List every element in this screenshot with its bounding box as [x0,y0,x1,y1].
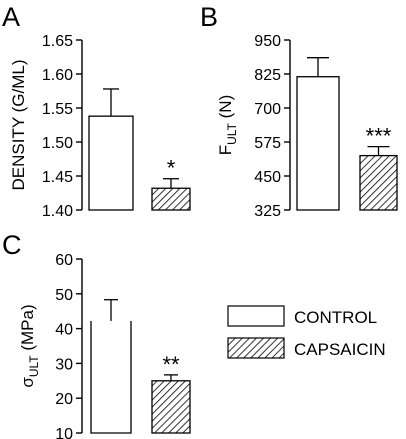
panel-b-tick-label-2: 575 [254,135,281,152]
panel-c-bars: ** [90,299,191,434]
panel-a-bar-capsaicin [151,187,191,211]
panel-b-tick-label-4: 825 [254,67,281,84]
panel-a: A 1.40 1.45 1.50 1.55 1.60 1.65 DENSITY (G/ML… [2,2,191,220]
panel-b-ticks: 325 450 575 700 825 950 [254,33,290,220]
panel-b-bar-capsaicin [359,154,398,211]
legend-label-capsaicin: CAPSAICIN [294,340,386,359]
panel-b-tick-label-1: 450 [254,169,281,186]
legend-label-control: CONTROL [294,308,377,327]
panel-b-tick-label-0: 325 [254,203,281,220]
panel-c-ylabel-sub: ULT [27,355,41,377]
legend: CONTROL CAPSAICIN [227,305,386,359]
panel-a-significance-capsaicin: * [167,156,176,181]
panel-b-letter: B [200,2,218,32]
panel-c-tick-label-2: 30 [55,356,73,373]
panel-a-tick-label-1: 1.45 [42,169,73,186]
panel-c-tick-label-1: 20 [55,391,73,408]
panel-a-letter: A [2,2,20,32]
panel-c-ylabel: σULT (MPa) [18,304,41,387]
panel-c-bar-outline-control [90,320,132,434]
panel-b-tick-label-5: 950 [254,33,281,50]
panel-a-bar-control [88,115,134,211]
panel-a-tick-label-0: 1.40 [42,203,73,220]
panel-c-tick-label-0: 10 [55,426,73,439]
panel-c-tick-label-5: 60 [55,252,73,269]
panel-b-ylabel-sub: ULT [225,122,239,144]
panel-c-bar-capsaicin [151,380,191,434]
legend-swatch-capsaicin [227,337,285,359]
panel-b-bar-control [296,76,340,211]
panel-a-tick-label-4: 1.60 [42,67,73,84]
panel-b-ylabel-unit: (N) [216,95,235,123]
panel-b-significance-capsaicin: *** [366,124,392,149]
panel-b-ylabel-main: F [216,145,235,155]
panel-c-tick-label-3: 40 [55,322,73,339]
panel-a-bars: * [88,88,191,211]
panel-a-tick-label-3: 1.55 [42,101,73,118]
panel-c-letter: C [2,230,22,260]
panel-a-tick-label-5: 1.65 [42,33,73,50]
panel-b-ylabel: FULT (N) [216,95,239,156]
panel-c: C 10 20 30 40 50 60 σULT (MPa) ** [2,230,191,439]
panel-c-ticks: 10 20 30 40 50 60 [55,252,82,439]
panel-c-ylabel-main: σ [18,377,37,388]
panel-c-tick-label-4: 50 [55,287,73,304]
panel-c-significance-capsaicin: ** [162,352,180,377]
panel-b: B 325 450 575 700 825 950 FULT (N) *** [200,2,398,220]
panel-b-tick-label-3: 700 [254,101,281,118]
panel-a-ticks: 1.40 1.45 1.50 1.55 1.60 1.65 [42,33,82,220]
panel-a-tick-label-2: 1.50 [42,135,73,152]
panel-b-bars: *** [296,57,398,211]
panel-a-ylabel: DENSITY (G/ML) [9,60,28,191]
panel-c-bar-control [91,320,131,433]
panel-c-ylabel-unit: (MPa) [18,304,37,355]
legend-swatch-control [227,305,285,327]
